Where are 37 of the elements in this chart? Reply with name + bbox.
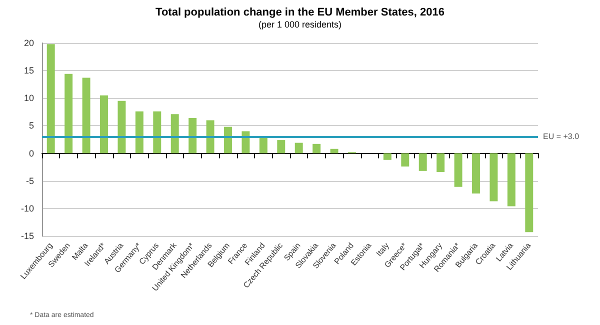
y-tick-label: 5 (28, 120, 34, 131)
bar (418, 153, 427, 171)
bar (82, 78, 90, 154)
bar (170, 114, 179, 154)
bar (118, 100, 126, 154)
y-tick-label: -15 (20, 231, 34, 241)
bar (100, 95, 108, 154)
y-tick-label: -10 (20, 203, 34, 214)
bar (259, 137, 268, 154)
ref-line-label: EU = +3.0 (543, 132, 580, 142)
y-tick-label: 0 (28, 148, 34, 158)
bar (277, 140, 286, 154)
chart-subtitle: (per 1 000 residents) (258, 20, 342, 30)
y-tick-label: 15 (24, 66, 34, 76)
bar (383, 153, 392, 160)
bar (436, 153, 445, 172)
bar (490, 153, 498, 202)
y-tick-label: 10 (24, 93, 34, 104)
y-tick-label: -5 (26, 176, 34, 186)
bar (454, 153, 462, 187)
bar (330, 148, 338, 154)
bar (242, 131, 250, 154)
bar (206, 120, 214, 154)
bar (472, 153, 480, 194)
bar (401, 153, 410, 167)
bar (64, 74, 73, 154)
bar (507, 153, 516, 206)
bar (294, 142, 303, 154)
chart-title: Total population change in the EU Member States, 2016 (156, 6, 444, 18)
y-tick-label: 20 (24, 38, 34, 48)
bar (135, 111, 144, 154)
bar (188, 118, 197, 154)
bar (224, 126, 232, 154)
bar (46, 44, 55, 154)
bar (153, 111, 162, 154)
bar (525, 153, 534, 232)
bar (312, 144, 321, 154)
